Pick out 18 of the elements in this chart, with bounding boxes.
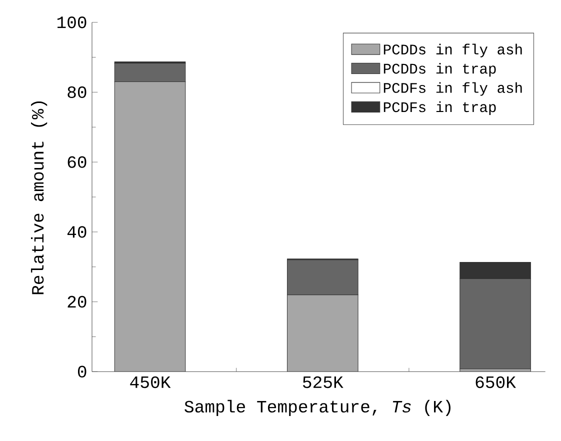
bar (286, 260, 358, 296)
y-tick-label: 100 (57, 16, 86, 28)
y-axis-title: Relative amount (%) (30, 101, 48, 294)
legend-label: PCDDs in trap (384, 62, 496, 77)
legend-label: PCDFs in fly ash (384, 82, 522, 96)
bar (286, 294, 358, 372)
y-tick-label: 20 (68, 296, 86, 308)
y-tick-label: 80 (68, 86, 86, 98)
y-tick-label: 0 (78, 366, 86, 378)
x-axis-title: Sample Temperature, Ts (K) (184, 400, 450, 416)
y-tick-label: 40 (67, 226, 86, 238)
x-tick-label: 650K (476, 376, 516, 388)
legend-label: PCDDs in fly ash (384, 44, 522, 58)
y-tick-label: 60 (68, 156, 86, 168)
x-tick-label: 525K (303, 376, 344, 388)
x-tick-label: 450K (130, 376, 171, 388)
legend-label: PCDFs in trap (384, 101, 496, 116)
bar (114, 81, 186, 372)
